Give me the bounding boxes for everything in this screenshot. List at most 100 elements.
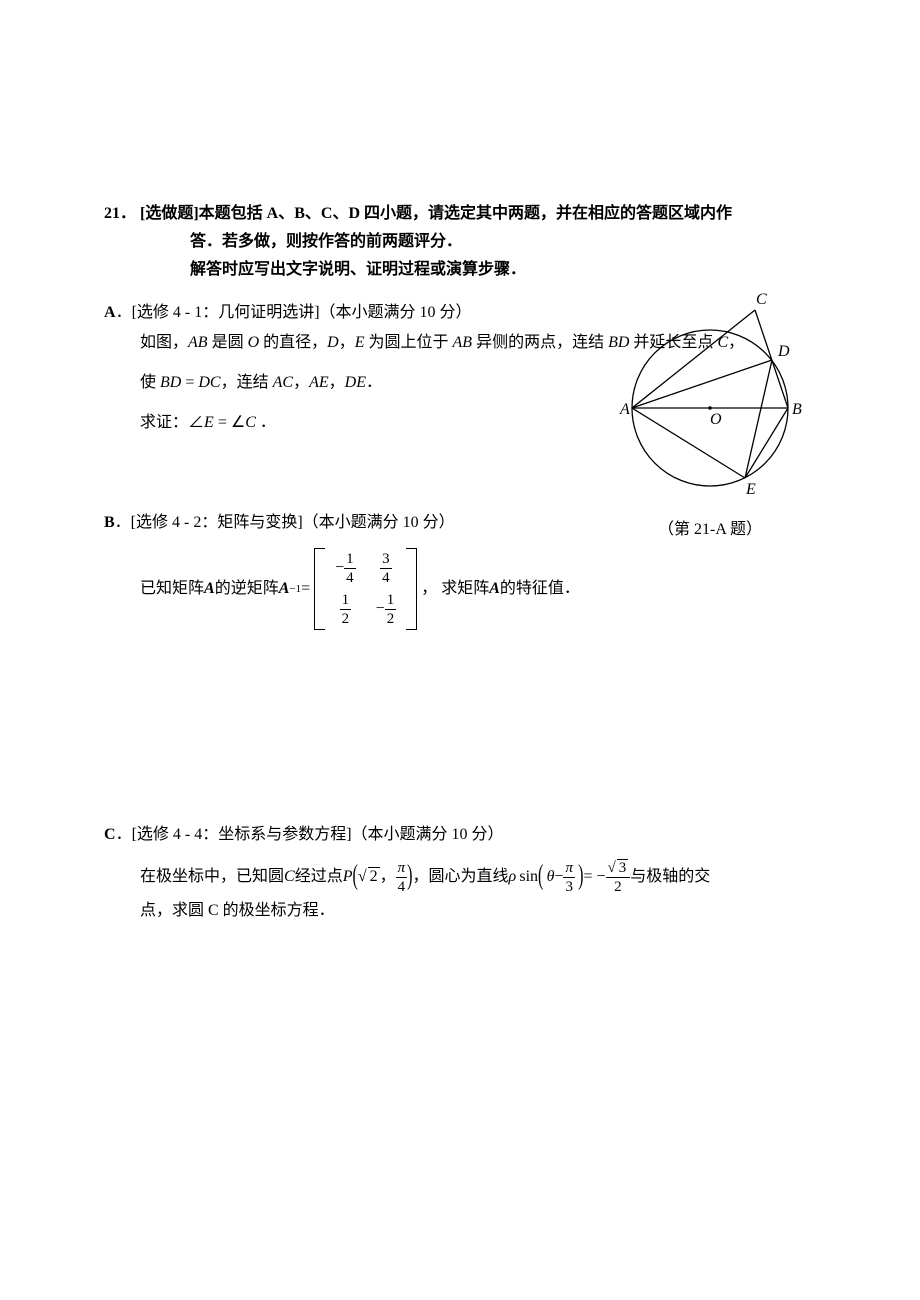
B-label: B bbox=[104, 514, 115, 531]
t: 在极坐标中，已知圆 bbox=[140, 858, 284, 896]
angle-icon: ∠ bbox=[231, 414, 245, 431]
q21-text: [选做题]本题包括 A、B、C、D 四小题，请选定其中两题，并在相应的答题区域内… bbox=[140, 200, 830, 284]
minus: − bbox=[554, 858, 563, 896]
var-DE: DE bbox=[345, 374, 366, 391]
num: √3 bbox=[606, 859, 631, 878]
eq: = bbox=[181, 374, 198, 391]
lbl-O: O bbox=[710, 411, 722, 428]
var-AC: AC bbox=[273, 374, 293, 391]
den: 2 bbox=[612, 878, 624, 896]
var-AB2: AB bbox=[453, 334, 473, 351]
angle-icon: ∠ bbox=[188, 414, 204, 431]
t: ． bbox=[256, 414, 276, 431]
sup-inv: −1 bbox=[289, 574, 301, 604]
pi-over-4: π4 bbox=[396, 859, 408, 896]
var-DC: DC bbox=[198, 374, 220, 391]
t: 的直径， bbox=[259, 334, 327, 351]
sign: − bbox=[376, 600, 385, 617]
t: ，连结 bbox=[221, 374, 273, 391]
num: π bbox=[396, 859, 408, 878]
var-C2: C bbox=[245, 414, 256, 431]
t: 的特征值． bbox=[500, 574, 580, 604]
var-D: D bbox=[327, 334, 339, 351]
pi-over-3: π3 bbox=[563, 859, 575, 896]
sin: sin bbox=[519, 858, 538, 896]
comma: ， bbox=[380, 858, 396, 896]
den: 2 bbox=[385, 610, 397, 628]
A-head-text: ．[选修 4 - 1：几何证明选讲]（本小题满分 10 分） bbox=[116, 304, 472, 321]
den: 2 bbox=[340, 610, 352, 628]
C-body: 在极坐标中，已知圆 C 经过点 P( √2 ， π4 ) ，圆心为直线 ρ si… bbox=[140, 858, 830, 926]
section-C: C．[选修 4 - 4：坐标系与参数方程]（本小题满分 10 分） 在极坐标中，… bbox=[104, 820, 830, 926]
lbl-A: A bbox=[619, 401, 630, 418]
var-E: E bbox=[355, 334, 365, 351]
rparen-icon: ) bbox=[407, 843, 412, 911]
theta: θ bbox=[547, 858, 555, 896]
q21-header: 21． [选做题]本题包括 A、B、C、D 四小题，请选定其中两题，并在相应的答… bbox=[104, 200, 830, 284]
figure-caption: （第 21-A 题） bbox=[610, 515, 810, 545]
geometry-diagram: A B C D E O bbox=[610, 288, 810, 498]
num: 1 bbox=[340, 591, 352, 610]
t: ． bbox=[366, 374, 382, 391]
t: 使 bbox=[140, 374, 160, 391]
C-head-text: ．[选修 4 - 4：坐标系与参数方程]（本小题满分 10 分） bbox=[116, 826, 504, 843]
rparen-icon: ) bbox=[578, 843, 583, 911]
q21-line1: [选做题]本题包括 A、B、C、D 四小题，请选定其中两题，并在相应的答题区域内… bbox=[140, 200, 830, 228]
matrix-table: −14 34 12 −12 bbox=[325, 548, 406, 630]
B-head-text: ．[选修 4 - 2：矩阵与变换]（本小题满分 10 分） bbox=[115, 514, 455, 531]
m11: −14 bbox=[325, 548, 366, 589]
t: ， 求矩阵 bbox=[421, 574, 489, 604]
lbl-D: D bbox=[777, 343, 790, 360]
figure-21A: A B C D E O （第 21-A 题） bbox=[610, 288, 810, 545]
var-AE: AE bbox=[309, 374, 329, 391]
C-p1: 在极坐标中，已知圆 C 经过点 P( √2 ， π4 ) ，圆心为直线 ρ si… bbox=[140, 858, 830, 896]
var-A3: A bbox=[489, 574, 500, 604]
sqrt3-over-2: √32 bbox=[606, 859, 631, 896]
t: 的逆矩阵 bbox=[215, 574, 279, 604]
eq: = bbox=[301, 574, 310, 604]
A-body: 如图，AB 是圆 O 的直径，D，E 为圆上位于 AB 异侧的两点，连结 BD … bbox=[140, 328, 830, 438]
C-p2: 点，求圆 C 的极坐标方程． bbox=[140, 896, 830, 926]
den: 4 bbox=[380, 569, 392, 587]
var-O: O bbox=[248, 334, 260, 351]
sqrt2: √2 bbox=[358, 858, 380, 896]
t: 与极轴的交 bbox=[630, 858, 710, 896]
t: 如图， bbox=[140, 334, 188, 351]
num: 3 bbox=[380, 550, 392, 569]
sign: − bbox=[335, 559, 344, 576]
lbl-C: C bbox=[756, 291, 767, 308]
var-C: C bbox=[284, 858, 295, 896]
q21-line3: 解答时应写出文字说明、证明过程或演算步骤． bbox=[190, 256, 830, 284]
rho: ρ bbox=[508, 858, 516, 896]
eq: = bbox=[214, 414, 231, 431]
t: 求证： bbox=[140, 414, 188, 431]
lbl-B: B bbox=[792, 401, 802, 418]
m22: −12 bbox=[366, 589, 407, 630]
t: 为圆上位于 bbox=[365, 334, 453, 351]
lparen-icon: ( bbox=[538, 843, 543, 911]
num: 1 bbox=[385, 591, 397, 610]
section-A: A．[选修 4 - 1：几何证明选讲]（本小题满分 10 分） 如图，AB 是圆… bbox=[104, 298, 830, 438]
var-BD2: BD bbox=[160, 374, 181, 391]
radicand: 3 bbox=[617, 859, 629, 876]
den: 4 bbox=[344, 569, 356, 587]
m21: 12 bbox=[325, 589, 366, 630]
var-E2: E bbox=[204, 414, 214, 431]
t: ，圆心为直线 bbox=[412, 858, 508, 896]
C-label: C bbox=[104, 826, 116, 843]
t: 已知矩阵 bbox=[140, 574, 204, 604]
var-A2: A bbox=[279, 574, 290, 604]
B-body: 已知矩阵 A 的逆矩阵 A−1 = −14 34 12 −12 bbox=[140, 548, 830, 630]
den: 4 bbox=[396, 878, 408, 896]
t: ， bbox=[339, 334, 355, 351]
num: π bbox=[563, 859, 575, 878]
var-AB: AB bbox=[188, 334, 208, 351]
lbl-E: E bbox=[745, 481, 756, 498]
den: 3 bbox=[563, 878, 575, 896]
radicand: 2 bbox=[368, 867, 380, 885]
A-label: A bbox=[104, 304, 116, 321]
matrix: −14 34 12 −12 bbox=[314, 548, 417, 630]
t: ， bbox=[293, 374, 309, 391]
q21-number: 21． bbox=[104, 200, 136, 284]
m12: 34 bbox=[366, 548, 407, 589]
